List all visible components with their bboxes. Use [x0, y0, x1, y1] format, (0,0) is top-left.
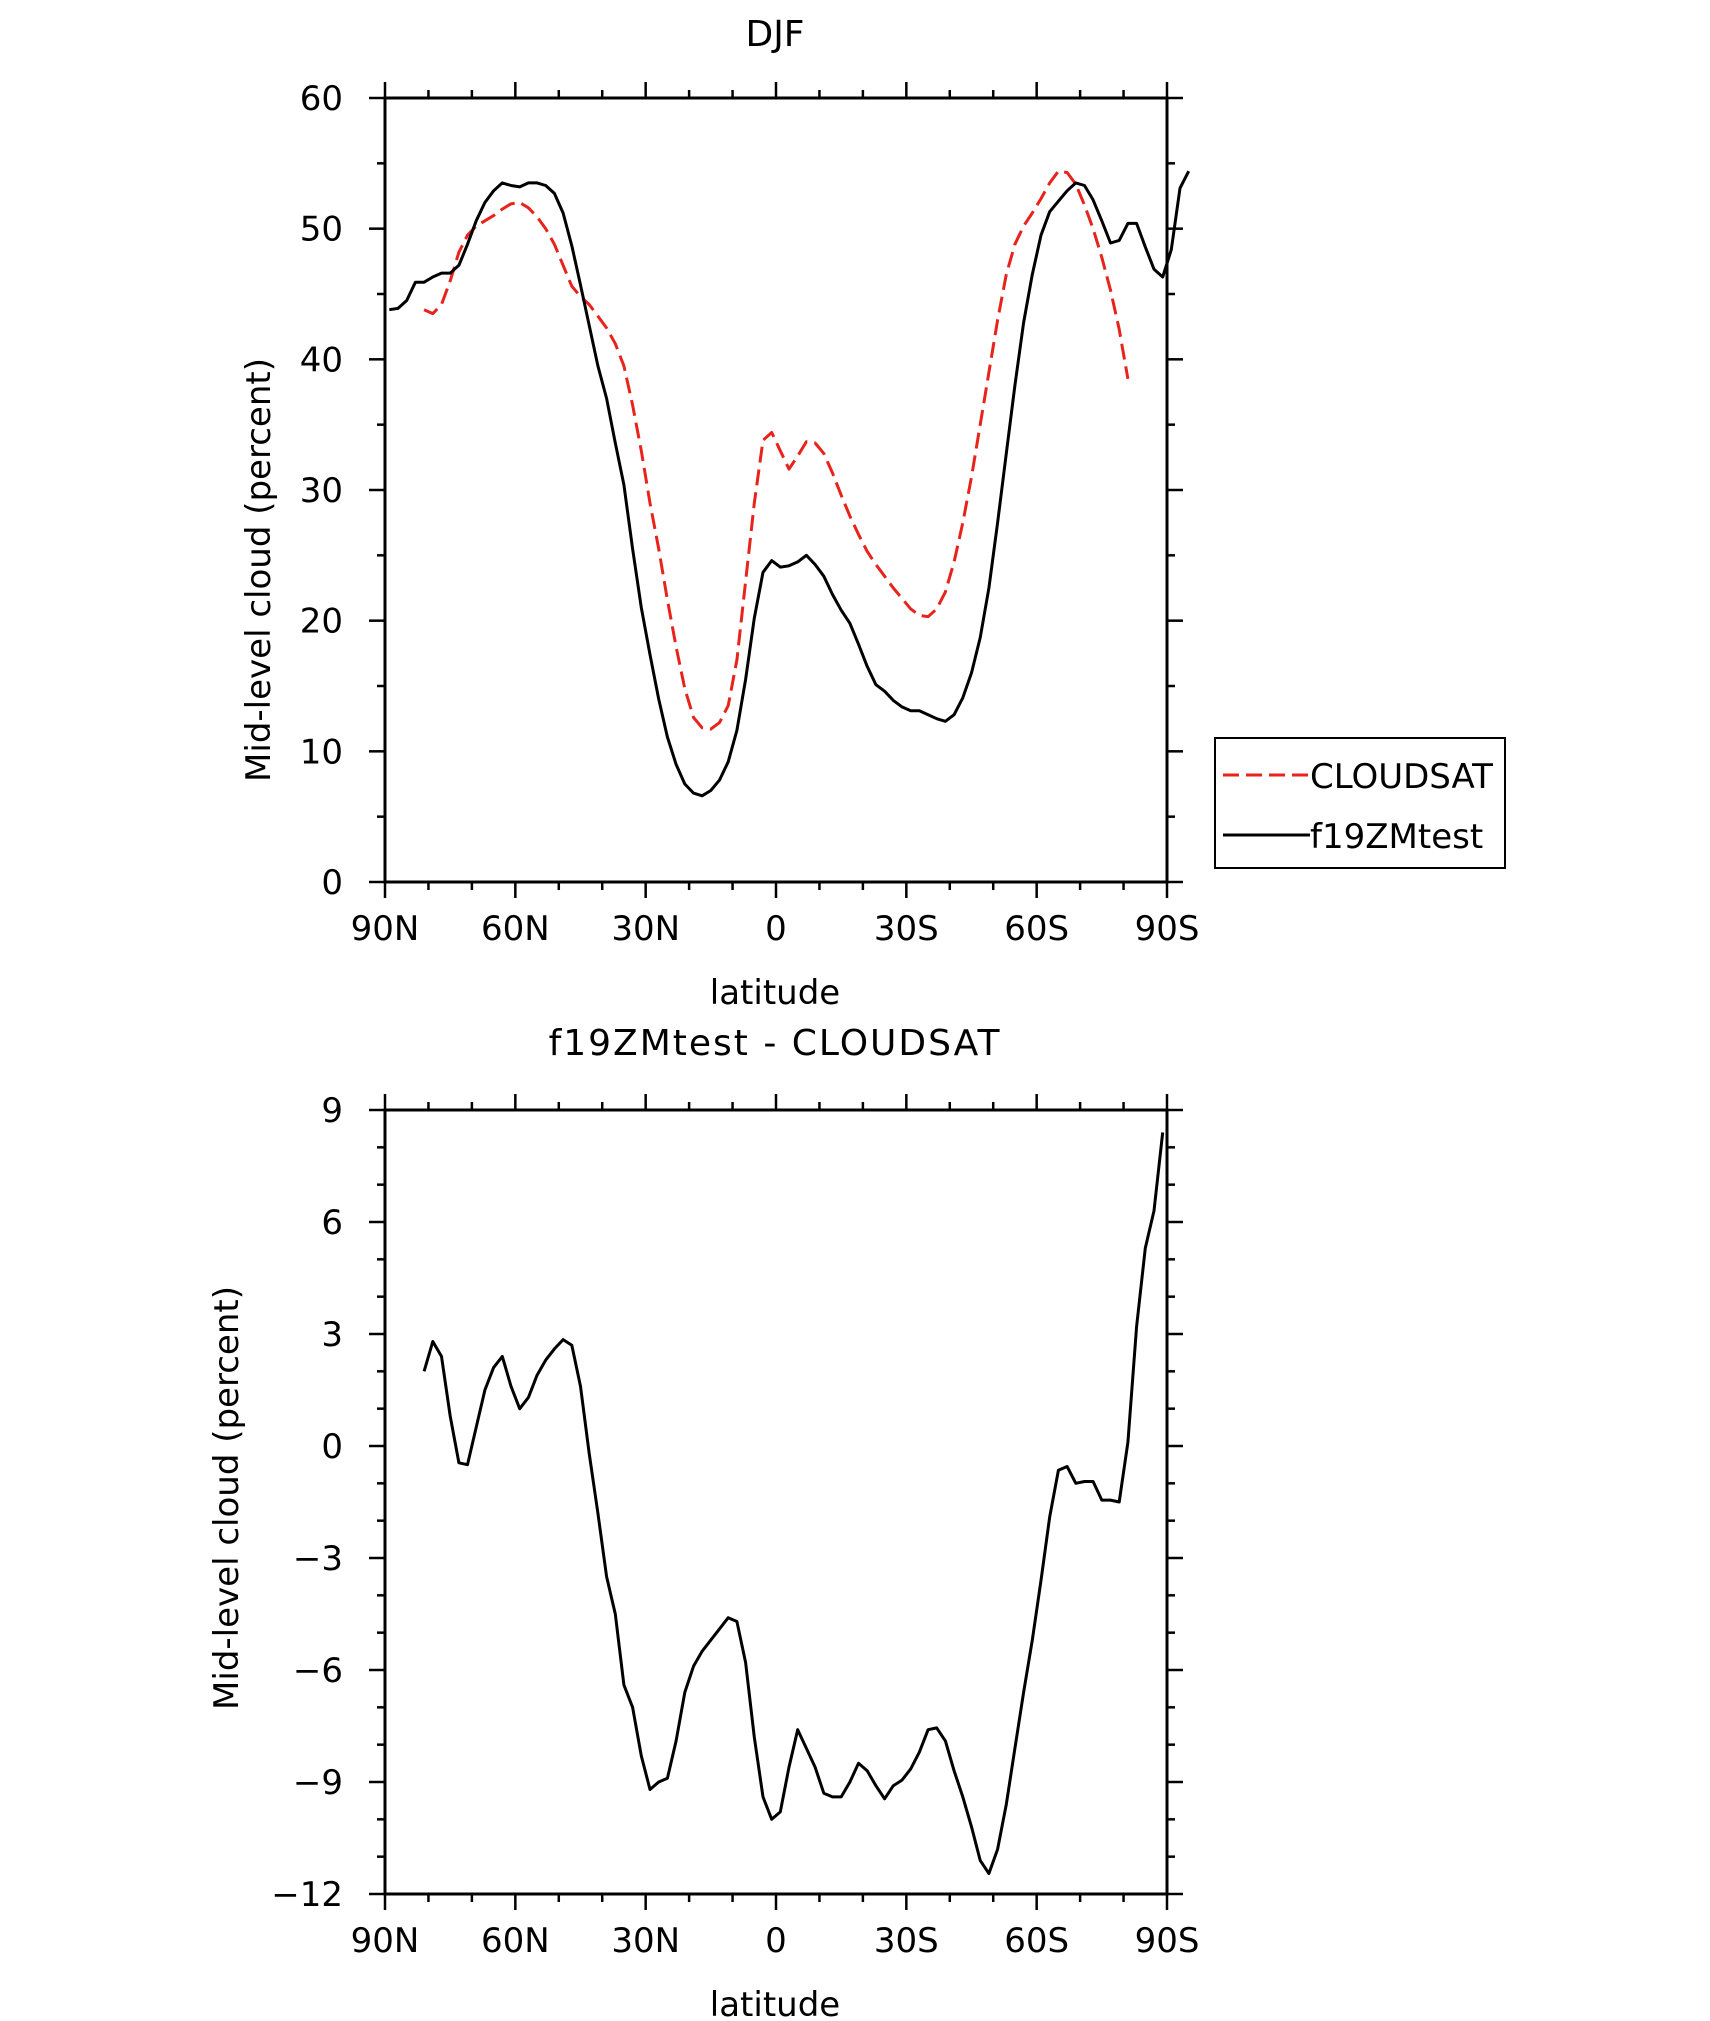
plot-frame — [383, 1108, 1169, 1896]
y-tick-label: 20 — [300, 602, 343, 642]
legend: CLOUDSAT f19ZMtest — [1214, 737, 1506, 869]
series-line-f19zmtest — [389, 170, 1191, 798]
y-tick-label: 10 — [300, 732, 343, 772]
series-line-difference — [422, 1132, 1165, 1875]
series-line-cloudsat — [423, 169, 1130, 731]
series-layer — [422, 1132, 1165, 1875]
x-tick-label: 0 — [765, 909, 787, 949]
x-tick-label: 30N — [611, 909, 680, 949]
legend-box — [1214, 737, 1506, 869]
x-tick-label: 90S — [1135, 909, 1200, 949]
y-tick-label: 60 — [300, 79, 343, 119]
y-tick-label: 50 — [300, 210, 343, 250]
y-tick-label: 30 — [300, 471, 343, 511]
legend-label-f19zmtest: f19ZMtest — [1310, 817, 1483, 857]
x-tick-label: 90S — [1135, 1921, 1200, 1961]
x-tick-label: 60S — [1004, 1921, 1069, 1961]
chart-title: DJF — [745, 14, 804, 55]
panel-djf: DJF Mid-level cloud (percent) latitude 9… — [239, 14, 1506, 1013]
y-tick-label: 0 — [321, 863, 343, 903]
y-axis-label: Mid-level cloud (percent) — [207, 1286, 247, 1710]
y-tick-label: 40 — [300, 340, 343, 380]
y-tick-label: −12 — [271, 1875, 343, 1915]
y-tick-label: 9 — [321, 1091, 343, 1131]
x-tick-label: 0 — [765, 1921, 787, 1961]
x-axis-label: latitude — [710, 1985, 840, 2021]
y-tick-label: −3 — [293, 1539, 343, 1579]
x-axis-label: latitude — [710, 973, 840, 1013]
x-tick-label: 30S — [874, 909, 939, 949]
ticks-layer: 90N 60N 30N 0 30S 60S 90S 9 6 3 0 −3 −6 −9 −12 — [271, 1091, 1199, 1961]
y-tick-label: −6 — [293, 1651, 343, 1691]
x-tick-label: 30S — [874, 1921, 939, 1961]
y-tick-label: −9 — [293, 1763, 343, 1803]
y-axis-label-text: Mid-level cloud (percent) — [207, 1286, 247, 1710]
panel-difference: f19ZMtest - CLOUDSAT Mid-level cloud (pe… — [207, 1023, 1199, 2021]
y-tick-label: 0 — [321, 1427, 343, 1467]
chart-title: f19ZMtest - CLOUDSAT — [549, 1023, 1002, 1064]
x-tick-label: 60S — [1004, 909, 1069, 949]
x-tick-label: 90N — [351, 909, 420, 949]
ticks-layer: 90N 60N 30N 0 30S 60S 90S 0 10 20 30 40 50 60 — [300, 79, 1200, 949]
x-tick-label: 60N — [481, 1921, 550, 1961]
y-axis-label-text: Mid-level cloud (percent) — [239, 358, 279, 782]
y-tick-label: 6 — [321, 1203, 343, 1243]
legend-label-cloudsat: CLOUDSAT — [1310, 757, 1493, 797]
x-tick-label: 90N — [351, 1921, 420, 1961]
y-tick-label: 3 — [321, 1315, 343, 1355]
x-tick-label: 60N — [481, 909, 550, 949]
series-layer — [389, 169, 1191, 798]
y-axis-label: Mid-level cloud (percent) — [239, 358, 279, 782]
x-tick-label: 30N — [611, 1921, 680, 1961]
